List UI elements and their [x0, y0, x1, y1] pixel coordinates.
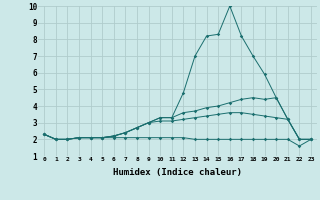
X-axis label: Humidex (Indice chaleur): Humidex (Indice chaleur) — [113, 168, 242, 177]
